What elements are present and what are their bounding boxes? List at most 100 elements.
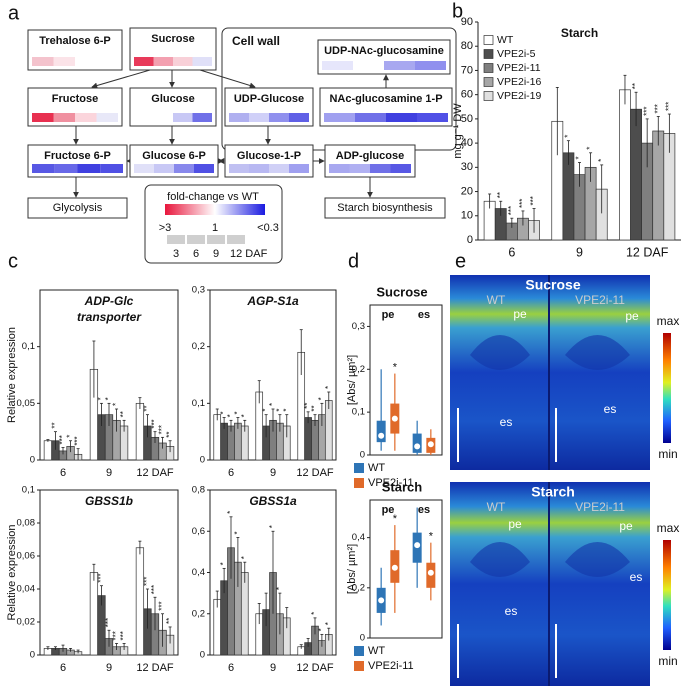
heat-cell: [289, 164, 309, 173]
heat-cell: [54, 164, 78, 173]
y-tick-label: 0: [360, 450, 365, 461]
y-tick-label: 90: [461, 16, 473, 28]
legend-swatch: [483, 63, 494, 73]
heat-cell: [324, 113, 355, 122]
y-axis-label: mg g⁻¹ DW: [452, 103, 464, 159]
colorbar-max: max: [657, 521, 680, 535]
significance: *: [393, 361, 398, 373]
y-tick-label: 70: [461, 64, 473, 76]
category-label: es: [418, 504, 430, 516]
legend-swatch: [483, 35, 494, 45]
significance: ***: [664, 102, 673, 111]
heat-cell: [134, 57, 154, 66]
x-tick-label: 9: [106, 662, 112, 674]
significance: ***: [73, 436, 82, 445]
node-box: [324, 197, 446, 219]
node-label: Glucose-1-P: [237, 150, 301, 162]
scale-label: >3: [159, 222, 172, 234]
heat-cell: [192, 57, 212, 66]
image-title: Sucrose: [525, 277, 580, 293]
heat-cell: [289, 113, 309, 122]
bar: [619, 89, 631, 241]
region-label: pe: [513, 307, 527, 321]
scale-label: 1: [212, 222, 218, 234]
significance: **: [310, 405, 319, 411]
bar: [89, 572, 99, 656]
y-tick-label: 0,08: [17, 518, 36, 529]
scale-bar: [165, 204, 265, 215]
y-tick-label: 0,04: [17, 584, 36, 595]
heat-cell: [249, 113, 269, 122]
bar: [213, 598, 222, 656]
colorbar: [663, 540, 671, 650]
tissue-shape: [565, 335, 630, 370]
heat-cell: [194, 164, 214, 173]
category-label: pe: [382, 504, 395, 516]
day-label: 9: [213, 248, 219, 260]
significance: ***: [642, 107, 651, 116]
significance: *: [66, 435, 75, 438]
significance: *: [586, 147, 595, 150]
y-tick-label: 60: [461, 89, 473, 101]
significance: *: [275, 587, 284, 590]
heat-cell: [134, 113, 154, 122]
significance: *: [240, 556, 249, 559]
bar: [213, 414, 222, 461]
y-tick-label: 0: [200, 650, 205, 661]
x-tick-label: 12 DAF: [136, 467, 174, 479]
heat-cell: [173, 57, 193, 66]
region-label: pe: [508, 517, 522, 531]
region-label: es: [604, 402, 617, 416]
x-tick-label: 12 DAF: [136, 662, 174, 674]
day-cell: [227, 235, 245, 244]
y-tick-label: 0,1: [192, 398, 205, 409]
chart-title: Sucrose: [376, 284, 427, 299]
significance: *: [317, 628, 326, 631]
bar: [630, 108, 642, 241]
chart-title: GBSS1a: [249, 494, 297, 508]
heat-cell: [249, 164, 269, 173]
category-label: pe: [382, 309, 395, 321]
box-median: [377, 431, 386, 440]
node-label: ADP-glucose: [336, 150, 404, 162]
significance: ***: [119, 631, 128, 640]
panel-label: a: [8, 2, 20, 24]
legend-label: VPE2i-11: [368, 477, 414, 489]
heat-cell: [229, 113, 249, 122]
legend-swatch: [483, 49, 494, 59]
significance: *: [226, 511, 235, 514]
y-tick-label: 0,3: [352, 321, 365, 332]
day-cell: [167, 235, 185, 244]
node-label: Glycolysis: [53, 202, 103, 214]
tissue-shape: [470, 335, 530, 370]
arrow: [199, 69, 256, 89]
bar: [240, 572, 249, 656]
significance: **: [119, 411, 128, 417]
region-label: pe: [625, 309, 639, 323]
day-label: 12 DAF: [230, 248, 268, 260]
box-median: [426, 568, 435, 577]
x-tick-label: 6: [60, 467, 66, 479]
colorbar-max: max: [657, 314, 680, 328]
region-label: pe: [619, 519, 633, 533]
bar: [304, 417, 312, 461]
x-tick-label: 6: [228, 467, 234, 479]
heat-cell: [384, 61, 415, 70]
significance: ***: [97, 573, 106, 582]
significance: *: [324, 622, 333, 625]
y-tick-label: 0,4: [192, 567, 205, 578]
significance: *: [597, 159, 606, 162]
x-tick-label: 9: [270, 662, 276, 674]
y-tick-label: 0,06: [17, 551, 36, 562]
significance: *: [268, 403, 277, 406]
significance: **: [303, 403, 312, 409]
y-axis-label: Relative expression: [6, 525, 18, 621]
chart-title: AGP-S1a: [246, 294, 299, 308]
significance: ***: [143, 577, 152, 586]
y-tick-label: 30: [461, 161, 473, 173]
significance: *: [97, 397, 106, 400]
significance: *: [429, 531, 434, 543]
image-label: VPE2i-11: [575, 500, 625, 514]
region-label: es: [500, 415, 513, 429]
colorbar: [663, 333, 671, 443]
